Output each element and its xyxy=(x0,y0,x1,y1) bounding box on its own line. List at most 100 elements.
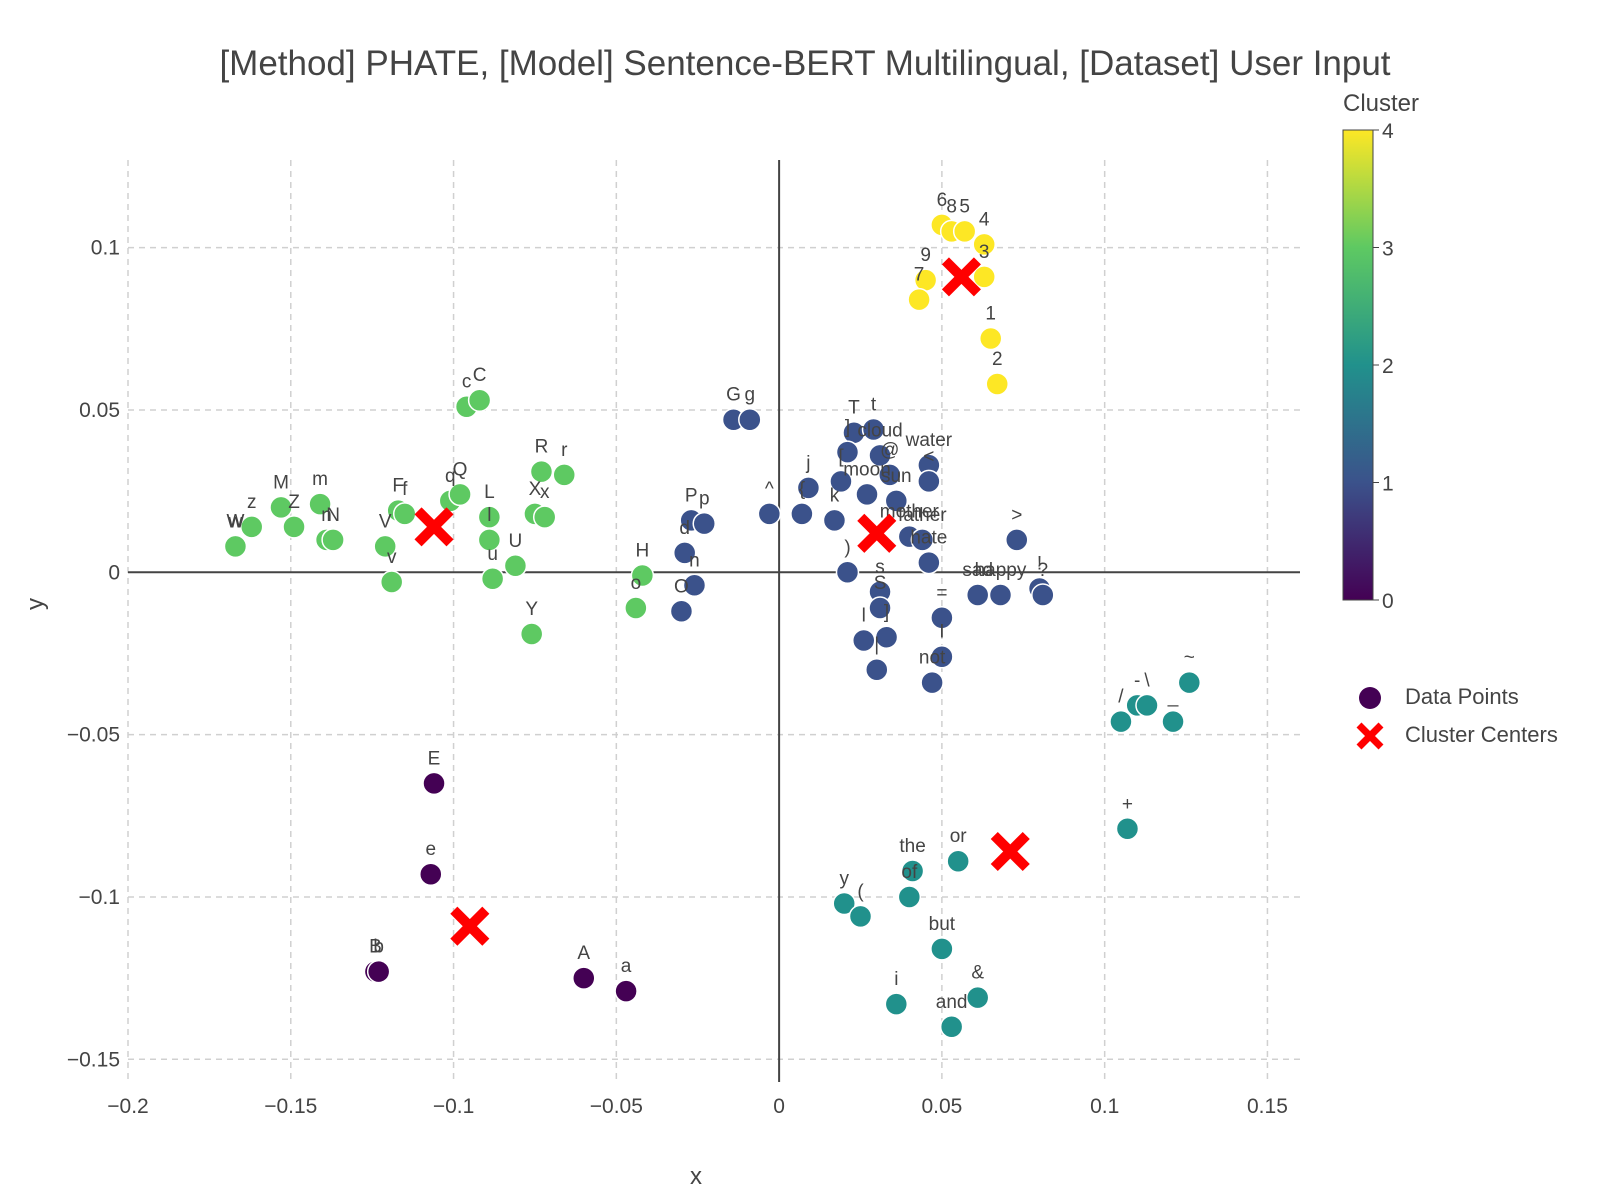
point-label: 7 xyxy=(914,265,925,286)
data-point xyxy=(939,1015,964,1039)
data-point xyxy=(614,979,638,1003)
point-label: n xyxy=(689,550,700,571)
data-point xyxy=(552,463,576,487)
data-point xyxy=(373,534,397,559)
data-point xyxy=(669,599,694,624)
colorbar-title: Cluster xyxy=(1343,90,1420,117)
point-label: G xyxy=(726,385,741,406)
point-label: z xyxy=(247,492,257,513)
data-point xyxy=(897,885,922,909)
point-label: mother xyxy=(880,502,940,523)
y-tick-label: −0.15 xyxy=(67,1048,120,1071)
point-label: father xyxy=(898,505,947,526)
point-label: & xyxy=(971,963,984,984)
data-point xyxy=(282,515,306,539)
data-point xyxy=(1115,817,1140,841)
cluster-center-marker xyxy=(941,257,981,297)
point-label: ~ xyxy=(1184,648,1195,669)
point-label: F xyxy=(392,476,404,497)
circle-icon xyxy=(1359,687,1381,709)
data-point xyxy=(1109,709,1133,734)
point-label: O xyxy=(674,576,689,597)
data-point xyxy=(532,505,557,529)
data-point xyxy=(757,502,782,526)
point-label: q xyxy=(445,466,456,487)
cluster-center-marker xyxy=(990,831,1030,872)
colorbar-tick-label: 4 xyxy=(1382,120,1394,143)
y-tick-label: 0 xyxy=(108,561,120,584)
point-label: sun xyxy=(881,466,912,487)
point-label: \ xyxy=(1144,670,1150,691)
x-tick-label: 0 xyxy=(773,1095,785,1118)
point-label: i xyxy=(894,969,898,990)
point-label: n xyxy=(321,505,332,526)
data-point xyxy=(965,985,990,1010)
point-label: T xyxy=(848,398,860,419)
data-point xyxy=(835,560,860,585)
legend-label-cluster-centers: Cluster Centers xyxy=(1405,722,1558,747)
data-point xyxy=(930,644,954,669)
data-point xyxy=(946,849,970,873)
tick-labels: −0.2 −0.15 −0.1 −0.05 0 0.05 0.1 0.15 −0.15 −0.1 −… xyxy=(67,237,1288,1118)
data-point xyxy=(321,528,345,552)
data-point xyxy=(796,476,821,500)
data-point xyxy=(624,596,648,620)
data-point xyxy=(988,583,1013,607)
point-label: r xyxy=(561,440,568,461)
point-label: moon xyxy=(843,459,891,480)
point-label: I xyxy=(939,622,944,643)
data-point xyxy=(861,417,886,442)
data-point xyxy=(900,859,925,883)
point-label: Z xyxy=(288,492,300,513)
data-point xyxy=(529,459,554,484)
point-label: V xyxy=(379,511,392,532)
data-point xyxy=(308,492,332,516)
colorbar: 0 1 2 3 4 xyxy=(1342,120,1394,613)
data-point xyxy=(865,657,889,682)
colorbar-tick-label: 3 xyxy=(1382,238,1394,261)
data-point xyxy=(422,771,446,796)
point-label: 1 xyxy=(985,304,996,325)
data-point xyxy=(832,891,856,916)
point-label: happy xyxy=(975,560,1027,581)
data-point xyxy=(1005,528,1029,552)
data-point xyxy=(269,495,293,520)
data-point xyxy=(910,528,935,552)
data-point xyxy=(379,570,404,594)
point-label: 5 xyxy=(959,196,970,217)
x-tick-label: 0.1 xyxy=(1090,1095,1119,1118)
point-label: Q xyxy=(453,459,468,480)
point-label: and xyxy=(936,992,968,1013)
x-mark-icon xyxy=(1356,722,1384,750)
x-tick-label: −0.2 xyxy=(107,1095,148,1118)
point-label: u xyxy=(487,544,498,565)
data-point xyxy=(692,511,716,536)
data-point xyxy=(519,622,544,646)
data-point xyxy=(477,528,502,552)
point-label: g xyxy=(745,385,756,406)
point-label: p xyxy=(699,489,710,510)
point-label: hate xyxy=(910,528,947,549)
point-label: x xyxy=(540,482,550,503)
point-label: ] xyxy=(845,417,850,438)
point-label: ] xyxy=(884,602,889,623)
point-label: X xyxy=(529,479,542,500)
data-point xyxy=(978,326,1003,351)
data-point xyxy=(917,550,941,575)
y-tick-label: 0.1 xyxy=(91,237,120,260)
point-label: ) xyxy=(844,537,850,558)
point-label: N xyxy=(326,505,340,526)
point-label: s xyxy=(875,557,885,578)
data-point xyxy=(239,515,264,539)
cluster-centers xyxy=(414,257,1030,946)
point-label: { xyxy=(799,479,806,500)
point-label: m xyxy=(312,469,328,490)
point-label: S xyxy=(874,573,887,594)
data-point xyxy=(868,596,892,620)
data-point xyxy=(790,502,814,526)
data-point xyxy=(884,489,909,513)
point-label: o xyxy=(631,573,642,594)
point-label: v xyxy=(387,547,397,568)
point-label: ^ xyxy=(765,479,774,500)
data-point xyxy=(920,670,944,695)
